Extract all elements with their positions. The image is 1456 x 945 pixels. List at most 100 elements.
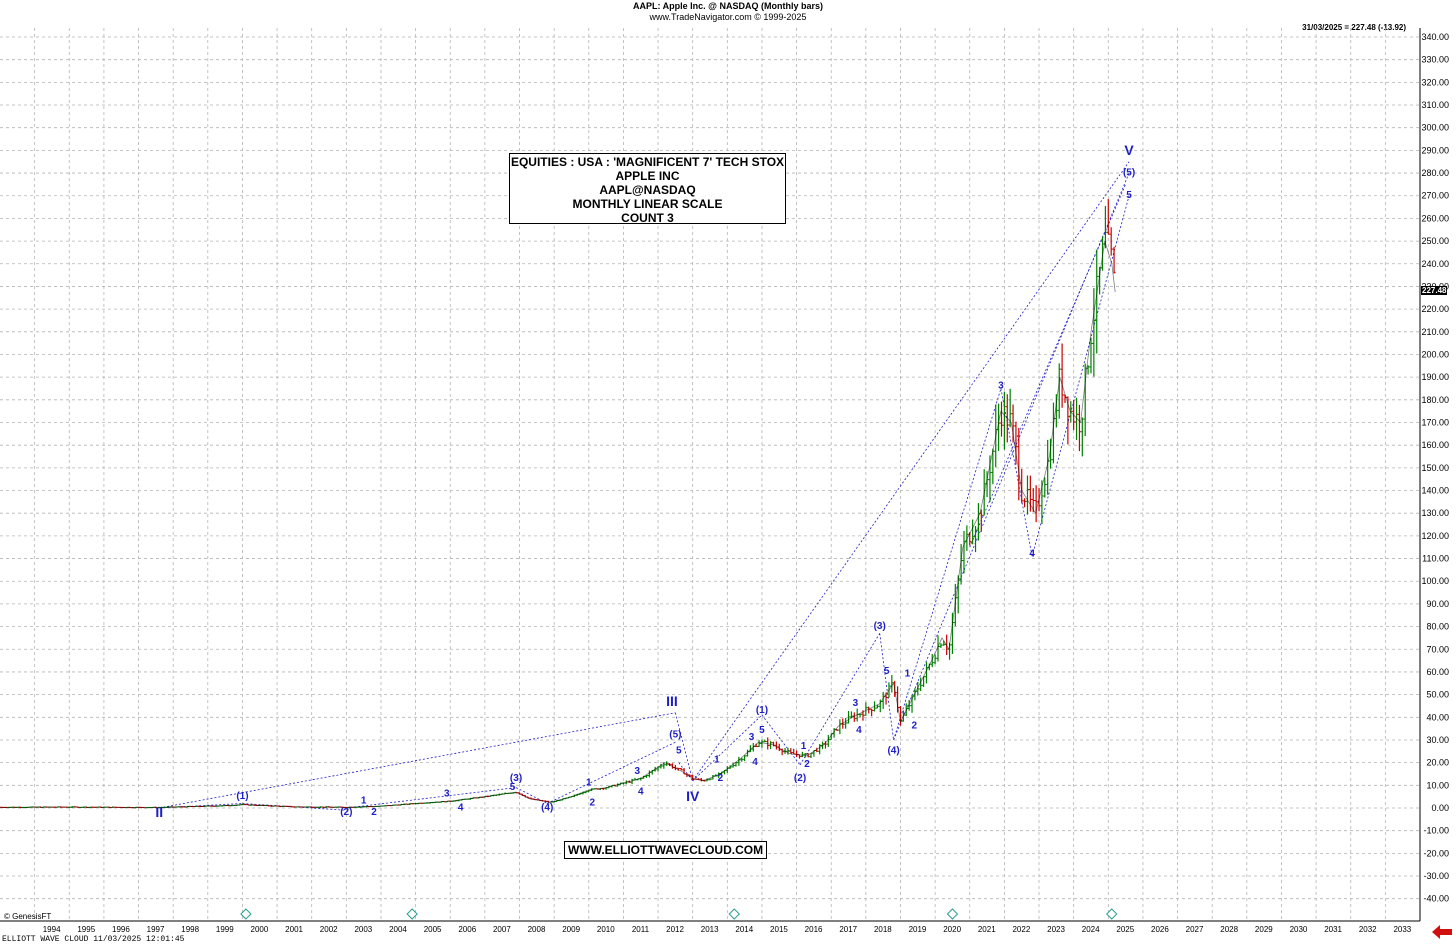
- y-tick-label: 170.00: [1421, 418, 1449, 428]
- y-tick-label: 280.00: [1421, 168, 1449, 178]
- y-tick-label: 110.00: [1422, 554, 1449, 564]
- wave-label: 2: [804, 759, 810, 770]
- x-tick-label: 2015: [770, 925, 788, 934]
- wave-label: III: [666, 693, 678, 709]
- x-tick-label: 1999: [216, 925, 234, 934]
- y-tick-label: 10.00: [1426, 780, 1449, 790]
- wave-label: 1: [801, 741, 807, 752]
- wave-label: (1): [756, 705, 768, 716]
- price-line: [0, 240, 1116, 808]
- wave-label: V: [1124, 142, 1134, 158]
- x-tick-label: 2028: [1220, 925, 1238, 934]
- wave-label: (4): [541, 802, 553, 813]
- x-tick-label: 2029: [1255, 925, 1273, 934]
- x-tick-label: 2033: [1393, 925, 1411, 934]
- y-tick-label: 20.00: [1426, 758, 1449, 768]
- y-tick-label: 0.00: [1431, 803, 1449, 813]
- wave-label: 5: [676, 746, 682, 757]
- x-tick-label: 2007: [493, 925, 511, 934]
- trend-line: [969, 184, 1126, 548]
- info-line-3: AAPL@NASDAQ: [599, 183, 696, 197]
- wave-label: 3: [444, 789, 450, 800]
- info-line-5: COUNT 3: [621, 211, 674, 225]
- y-tick-label: 30.00: [1426, 735, 1449, 745]
- x-tick-label: 2022: [1012, 925, 1030, 934]
- wave-label: 5: [759, 725, 765, 736]
- y-tick-label: 330.00: [1421, 55, 1449, 65]
- price-bars: [0, 199, 1116, 809]
- y-tick-label: 240.00: [1421, 259, 1449, 269]
- x-tick-label: 2030: [1290, 925, 1308, 934]
- wave-label: 2: [912, 721, 918, 732]
- scroll-left-arrow-icon[interactable]: [1432, 925, 1452, 939]
- wave-label: 4: [1029, 548, 1035, 559]
- event-marker-icon: [728, 908, 740, 920]
- y-tick-label: 180.00: [1421, 395, 1449, 405]
- trend-line: [692, 161, 1130, 782]
- x-tick-label: 1996: [112, 925, 130, 934]
- x-tick-label: 2012: [666, 925, 684, 934]
- event-marker-icon: [1106, 908, 1118, 920]
- y-tick-label: 70.00: [1426, 644, 1449, 654]
- wave-label: (2): [340, 807, 352, 818]
- x-tick-label: 2026: [1151, 925, 1169, 934]
- wave-label: 3: [634, 766, 640, 777]
- axes: 340.00330.00320.00310.00300.00290.00280.…: [0, 28, 1449, 934]
- y-tick-label: 260.00: [1421, 213, 1449, 223]
- x-tick-label: 2024: [1082, 925, 1100, 934]
- y-tick-label: 100.00: [1421, 576, 1449, 586]
- x-tick-label: 2023: [1047, 925, 1065, 934]
- wave-label: 2: [371, 807, 377, 818]
- x-tick-label: 2021: [978, 925, 996, 934]
- x-tick-label: 2020: [943, 925, 961, 934]
- x-tick-label: 2014: [735, 925, 753, 934]
- x-tick-label: 2011: [632, 925, 650, 934]
- wave-label: (4): [887, 746, 899, 757]
- wave-label: (3): [510, 773, 522, 784]
- info-box: EQUITIES : USA : 'MAGNIFICENT 7' TECH ST…: [509, 153, 786, 225]
- footer-text: ELLIOTT WAVE CLOUD 11/03/2025 12:01:45: [2, 935, 185, 944]
- wave-label: II: [155, 804, 163, 820]
- y-tick-label: 270.00: [1421, 191, 1449, 201]
- y-tick-label: 320.00: [1421, 77, 1449, 87]
- y-tick-label: 130.00: [1421, 508, 1449, 518]
- wave-label: 2: [718, 773, 724, 784]
- last-quote-label: 31/03/2025 = 227.48 (-13.92): [1302, 23, 1406, 32]
- x-tick-label: 2001: [285, 925, 303, 934]
- x-tick-label: 2002: [320, 925, 338, 934]
- x-tick-label: 1995: [77, 925, 95, 934]
- y-tick-label: 160.00: [1421, 440, 1449, 450]
- wave-label: 4: [638, 786, 644, 797]
- y-tick-label: 220.00: [1421, 304, 1449, 314]
- y-tick-label: 310.00: [1421, 100, 1449, 110]
- x-tick-label: 2032: [1359, 925, 1377, 934]
- wave-label: 4: [458, 802, 464, 813]
- trend-line: [879, 633, 894, 741]
- wave-label: (2): [794, 773, 806, 784]
- wave-label: 5: [510, 782, 516, 793]
- y-tick-label: 50.00: [1426, 690, 1449, 700]
- y-tick-label: 200.00: [1421, 349, 1449, 359]
- event-marker-icon: [240, 908, 252, 920]
- event-marker-icon: [406, 908, 418, 920]
- chart-subtitle: www.TradeNavigator.com © 1999-2025: [649, 12, 807, 22]
- x-tick-label: 2027: [1186, 925, 1204, 934]
- y-tick-label: 40.00: [1426, 712, 1449, 722]
- trend-line: [346, 787, 517, 809]
- info-line-1: EQUITIES : USA : 'MAGNIFICENT 7' TECH ST…: [510, 155, 785, 169]
- x-tick-label: 2013: [701, 925, 719, 934]
- info-line-4: MONTHLY LINEAR SCALE: [572, 197, 723, 211]
- x-tick-label: 2025: [1116, 925, 1134, 934]
- x-tick-label: 2006: [458, 925, 476, 934]
- wave-label: (5): [669, 730, 681, 741]
- x-tick-label: 2017: [839, 925, 857, 934]
- trend-line: [761, 714, 801, 766]
- y-tick-label: 250.00: [1421, 236, 1449, 246]
- wave-label: 1: [361, 795, 367, 806]
- x-tick-label: 2018: [874, 925, 892, 934]
- wave-label: 3: [853, 698, 859, 709]
- wave-labels: II(1)(2)1234(3)5(4)1234(5)5IIIIV12345(1)…: [155, 142, 1135, 820]
- x-tick-label: 2005: [424, 925, 442, 934]
- wave-label: 1: [586, 777, 592, 788]
